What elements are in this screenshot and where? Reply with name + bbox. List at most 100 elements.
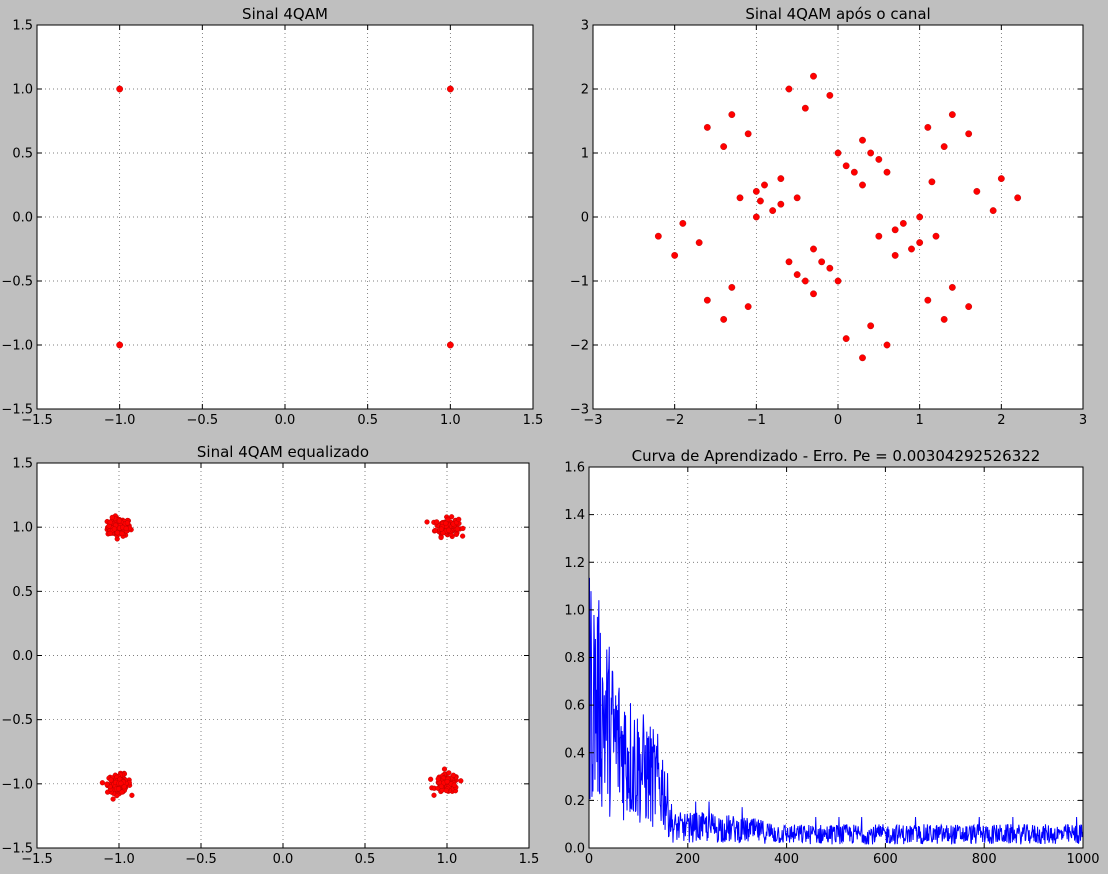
data-point — [777, 175, 785, 183]
chart3-series — [99, 513, 466, 802]
data-point — [444, 779, 450, 785]
y-tick-label: 1.2 — [564, 556, 585, 571]
data-point — [123, 525, 129, 532]
y-tick-label: 1.0 — [12, 521, 33, 536]
data-point — [916, 239, 924, 247]
data-point — [116, 85, 124, 93]
data-point — [842, 162, 850, 170]
y-tick-label: 0.0 — [12, 211, 33, 226]
data-point — [928, 178, 936, 186]
data-point — [703, 296, 711, 304]
data-point — [104, 781, 110, 787]
chart1-series — [116, 85, 454, 349]
data-point — [752, 187, 760, 195]
data-point — [695, 239, 703, 247]
y-tick-label: −1.5 — [1, 842, 33, 857]
data-point — [671, 251, 679, 259]
chart3-ticks: −1.5 −1.0 −0.5 0.0 0.5 1.0 1.5 −1.5 −1.0 −0.5 0.0 0… — [1, 457, 539, 868]
x-tick-label: 0.0 — [275, 413, 296, 428]
y-tick-label: 3 — [581, 19, 589, 34]
y-tick-label: 1 — [581, 147, 589, 162]
data-point — [785, 85, 793, 93]
error-curve-line — [589, 577, 1083, 845]
data-point — [989, 207, 997, 215]
data-point — [451, 782, 457, 788]
data-point — [850, 168, 858, 176]
data-point — [116, 341, 124, 349]
data-point — [997, 175, 1005, 183]
y-tick-label: 0 — [581, 211, 589, 226]
data-point — [654, 232, 662, 240]
x-tick-label: 1.0 — [440, 413, 461, 428]
data-point — [445, 516, 451, 522]
x-tick-label: 1000 — [1066, 852, 1099, 867]
y-tick-label: 1.0 — [12, 83, 33, 98]
data-point — [110, 796, 116, 802]
data-point — [744, 303, 752, 310]
chart4-ticks: 0 200 400 600 800 1000 0.0 0.2 0.4 0.6 0.8 1.0 1.2 1.… — [564, 461, 1099, 868]
chart4-plot-area — [589, 467, 1083, 848]
y-tick-label: −0.5 — [1, 713, 33, 728]
data-point — [940, 143, 948, 151]
x-tick-label: −3 — [583, 413, 602, 428]
y-tick-label: −1.0 — [1, 339, 33, 354]
x-tick-label: −1.0 — [104, 413, 136, 428]
data-point — [916, 213, 924, 221]
data-point — [438, 783, 444, 789]
chart1-ticks: −1.5 −1.0 −0.5 0.0 0.5 1.0 1.5 −1.5 −1.0 −0.5 0.0 0… — [1, 19, 543, 429]
x-tick-label: −1.5 — [21, 852, 53, 867]
x-tick-label: 600 — [873, 852, 898, 867]
x-tick-label: −1.0 — [103, 852, 135, 867]
x-tick-label: 0.5 — [357, 413, 378, 428]
chart3-sinal-4qam-equalizado: −1.5 −1.0 −0.5 0.0 0.5 1.0 1.5 −1.5 −1.0 −0.5 0.0 0… — [1, 443, 539, 867]
x-tick-label: 0 — [834, 413, 842, 428]
data-point — [761, 181, 768, 189]
data-point — [456, 516, 462, 522]
y-tick-label: 0.0 — [564, 842, 585, 857]
data-point — [119, 789, 125, 795]
data-point — [883, 168, 891, 176]
data-point — [111, 526, 117, 532]
data-point — [826, 264, 834, 272]
data-point — [703, 124, 711, 131]
data-point — [432, 527, 438, 533]
data-point — [121, 784, 127, 790]
x-tick-label: 1.5 — [519, 852, 540, 867]
data-point — [744, 130, 752, 138]
data-point — [446, 770, 452, 776]
data-point — [793, 194, 801, 202]
data-point — [769, 207, 777, 215]
x-tick-label: 0.5 — [355, 852, 376, 867]
data-point — [454, 526, 460, 532]
chart2-title: Sinal 4QAM após o canal — [745, 5, 930, 23]
data-point — [453, 531, 460, 537]
data-point — [859, 136, 866, 144]
y-tick-label: −1 — [570, 275, 589, 290]
data-point — [818, 258, 826, 266]
data-point — [438, 526, 445, 532]
chart4-series — [589, 577, 1083, 845]
chart1-sinal-4qam: −1.5 −1.0 −0.5 0.0 0.5 1.0 1.5 −1.5 −1.0 −0.5 0.0 0… — [1, 5, 543, 428]
data-point — [728, 111, 736, 119]
x-tick-label: 200 — [675, 852, 700, 867]
data-point — [107, 519, 113, 525]
data-point — [924, 296, 932, 304]
x-tick-label: 800 — [972, 852, 997, 867]
data-point — [810, 290, 817, 298]
data-point — [115, 786, 122, 792]
x-tick-label: −0.5 — [185, 852, 217, 867]
data-point — [119, 530, 125, 537]
data-point — [443, 787, 449, 794]
data-point — [434, 519, 440, 525]
y-tick-label: 1.0 — [564, 603, 585, 618]
data-point — [450, 772, 456, 778]
data-point — [867, 149, 875, 157]
chart1-title: Sinal 4QAM — [242, 5, 328, 23]
data-point — [441, 766, 448, 772]
data-point — [435, 776, 441, 782]
y-tick-label: 0.5 — [12, 147, 33, 162]
data-point — [801, 104, 809, 112]
data-point — [875, 155, 883, 163]
data-point — [793, 271, 801, 278]
